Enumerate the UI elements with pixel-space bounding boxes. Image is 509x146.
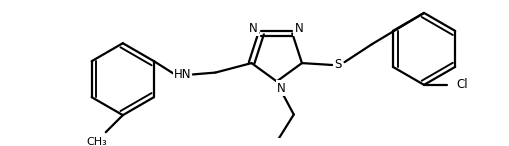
Text: HN: HN — [174, 68, 191, 81]
Text: Cl: Cl — [456, 78, 468, 91]
Text: CH₃: CH₃ — [86, 137, 107, 146]
Text: S: S — [334, 59, 342, 72]
Text: N: N — [295, 22, 303, 35]
Text: N: N — [277, 81, 286, 94]
Text: N: N — [249, 22, 258, 35]
